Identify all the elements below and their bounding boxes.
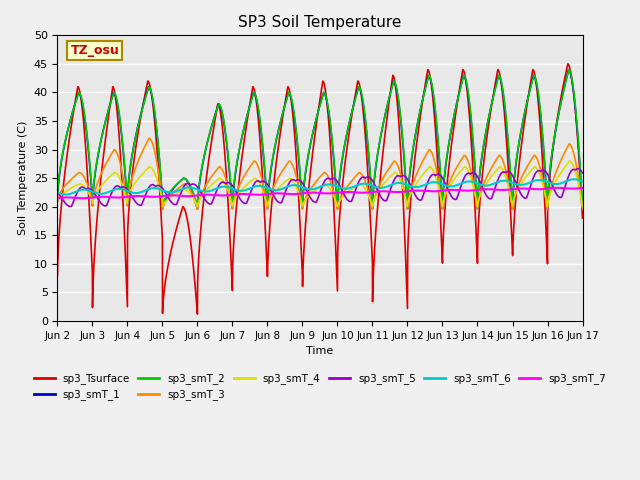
sp3_smT_4 [578,200,586,206]
sp3_Tsurface [54,273,61,278]
Line: sp3_smT_7: sp3_smT_7 [58,188,582,198]
sp3_Tsurface [438,238,445,243]
sp3_smT_1 [579,207,586,213]
sp3_Tsurface [564,61,572,67]
sp3_smT_4 [54,198,61,204]
sp3_smT_1 [148,93,156,98]
sp3_smT_2 [438,185,445,191]
sp3_smT_6 [62,192,70,197]
sp3_smT_1 [300,181,308,187]
sp3_smT_6 [578,178,586,184]
sp3_smT_6 [438,181,445,187]
sp3_smT_2 [148,91,156,97]
sp3_smT_5 [300,183,308,189]
sp3_smT_1 [438,188,445,193]
sp3_smT_1 [467,118,475,123]
sp3_Tsurface [148,94,156,99]
sp3_smT_5 [54,190,61,195]
Line: sp3_smT_1: sp3_smT_1 [58,70,582,210]
sp3_Tsurface [578,206,586,212]
sp3_smT_3 [148,139,156,145]
sp3_smT_7 [54,195,61,201]
sp3_smT_4 [148,165,156,171]
sp3_smT_5 [67,204,74,209]
Line: sp3_Tsurface: sp3_Tsurface [58,64,582,314]
sp3_smT_6 [570,176,578,182]
sp3_smT_2 [54,195,61,201]
sp3_smT_1 [408,151,416,157]
Line: sp3_smT_5: sp3_smT_5 [58,168,582,206]
sp3_smT_6 [579,179,586,184]
sp3_smT_4 [566,158,573,164]
sp3_smT_1 [578,196,586,202]
sp3_smT_7 [578,185,586,191]
sp3_smT_2 [300,180,308,185]
sp3_smT_5 [467,170,475,176]
sp3_smT_4 [408,188,416,193]
sp3_Tsurface [408,178,416,183]
Line: sp3_smT_4: sp3_smT_4 [58,161,582,207]
sp3_smT_5 [438,174,445,180]
sp3_smT_1 [54,198,61,204]
sp3_smT_5 [578,169,586,175]
sp3_smT_7 [148,194,156,200]
sp3_smT_5 [579,170,586,176]
sp3_smT_7 [579,185,586,191]
sp3_Tsurface [467,139,475,144]
sp3_smT_2 [578,193,586,199]
sp3_smT_7 [79,195,86,201]
sp3_smT_7 [300,190,308,196]
sp3_smT_3 [578,202,586,207]
sp3_smT_4 [467,176,475,181]
sp3_smT_7 [467,188,475,193]
sp3_smT_2 [565,67,573,72]
sp3_smT_6 [148,185,156,191]
sp3_smT_3 [145,135,153,141]
sp3_smT_4 [300,199,308,205]
sp3_smT_3 [467,170,475,176]
Line: sp3_smT_6: sp3_smT_6 [58,179,582,194]
sp3_smT_3 [408,182,416,188]
sp3_smT_6 [408,184,416,190]
sp3_smT_5 [148,182,156,188]
X-axis label: Time: Time [307,346,333,356]
Title: SP3 Soil Temperature: SP3 Soil Temperature [238,15,402,30]
sp3_smT_7 [438,188,445,193]
sp3_smT_2 [467,115,475,121]
sp3_smT_1 [564,67,572,72]
Line: sp3_smT_3: sp3_smT_3 [58,138,582,210]
sp3_smT_3 [300,199,308,204]
sp3_smT_2 [408,150,416,156]
Y-axis label: Soil Temperature (C): Soil Temperature (C) [18,121,28,235]
sp3_smT_2 [579,204,586,210]
sp3_smT_4 [579,204,586,210]
sp3_smT_7 [554,185,561,191]
sp3_Tsurface [300,241,308,247]
Text: TZ_osu: TZ_osu [70,44,120,57]
sp3_smT_4 [438,198,445,204]
sp3_smT_6 [300,185,308,191]
sp3_Tsurface [579,215,586,221]
sp3_smT_3 [438,199,445,204]
Legend: sp3_Tsurface, sp3_smT_1, sp3_smT_2, sp3_smT_3, sp3_smT_4, sp3_smT_5, sp3_smT_6, : sp3_Tsurface, sp3_smT_1, sp3_smT_2, sp3_… [29,369,611,405]
sp3_smT_3 [54,198,61,204]
sp3_smT_6 [467,179,475,184]
sp3_Tsurface [193,311,201,317]
sp3_smT_7 [408,188,416,193]
sp3_smT_5 [574,166,582,171]
sp3_smT_3 [579,207,586,213]
sp3_smT_5 [408,187,416,192]
Line: sp3_smT_2: sp3_smT_2 [58,70,582,207]
sp3_smT_6 [54,190,61,195]
